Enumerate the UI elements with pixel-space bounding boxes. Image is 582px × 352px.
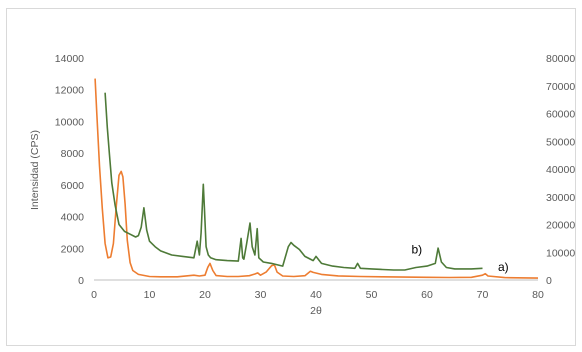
y2-tick-label: 0 — [546, 275, 552, 287]
y-tick-label: 4000 — [61, 212, 85, 224]
x-tick-label: 40 — [310, 289, 322, 301]
series-layer — [94, 78, 539, 279]
x-tick-label: 80 — [532, 289, 544, 301]
y2-tick-label: 10000 — [546, 247, 575, 259]
series-line-b — [104, 92, 483, 271]
x-tick-label: 30 — [255, 289, 267, 301]
tick-layer: 0 10 20 30 40 50 60 70 8002000400060008000100001… — [55, 53, 576, 301]
y-tick-label: 2000 — [61, 243, 85, 255]
x-axis-label: 2θ — [310, 305, 322, 317]
y2-tick-label: 40000 — [546, 164, 575, 176]
x-tick-label: 70 — [477, 289, 489, 301]
y-tick-label: 8000 — [61, 148, 85, 160]
x-tick-label: 60 — [421, 289, 433, 301]
y-tick-label: 14000 — [55, 53, 84, 65]
y2-tick-label: 20000 — [546, 220, 575, 232]
y-tick-label: 6000 — [61, 180, 85, 192]
x-tick-label: 20 — [199, 289, 211, 301]
annotation-a: a) — [498, 260, 509, 274]
x-tick-label: 0 — [91, 289, 97, 301]
series-line-a — [94, 78, 539, 279]
y2-tick-label: 30000 — [546, 192, 575, 204]
y-tick-label: 0 — [78, 275, 84, 287]
y-tick-label: 10000 — [55, 116, 84, 128]
y-axis-label: Intensidad (CPS) — [29, 130, 41, 210]
y-tick-label: 12000 — [55, 85, 84, 97]
annotation-b: b) — [412, 243, 423, 257]
y2-tick-label: 50000 — [546, 136, 575, 148]
y2-tick-label: 70000 — [546, 81, 575, 93]
y2-tick-label: 60000 — [546, 109, 575, 121]
y2-tick-label: 80000 — [546, 53, 575, 65]
x-tick-label: 10 — [144, 289, 156, 301]
x-tick-label: 50 — [366, 289, 378, 301]
